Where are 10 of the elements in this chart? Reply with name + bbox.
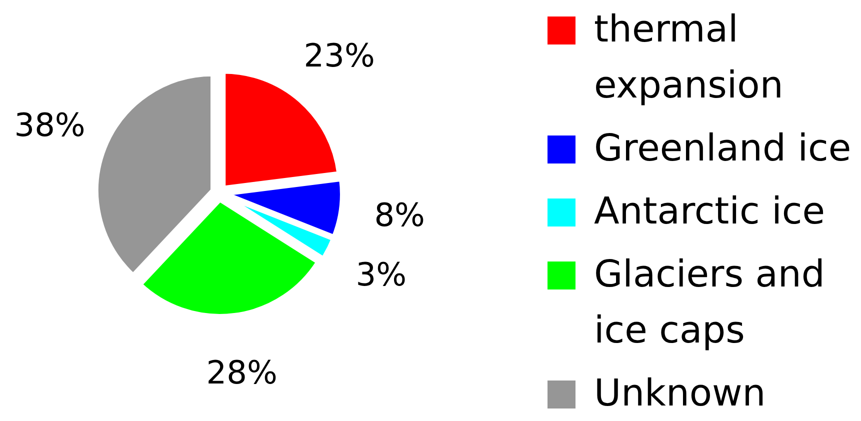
data-label: 3% — [356, 256, 407, 294]
data-label: 38% — [14, 106, 86, 144]
legend-label: Greenland ice — [594, 126, 852, 170]
legend-label: Glaciers and ice caps — [594, 252, 825, 352]
data-label: 28% — [206, 354, 278, 392]
legend-label: Unknown — [594, 372, 766, 414]
data-label: 23% — [304, 36, 375, 74]
legend-label: thermal expansion — [594, 8, 784, 106]
legend-label: Antarctic ice — [594, 190, 825, 232]
data-label: 8% — [374, 196, 425, 234]
